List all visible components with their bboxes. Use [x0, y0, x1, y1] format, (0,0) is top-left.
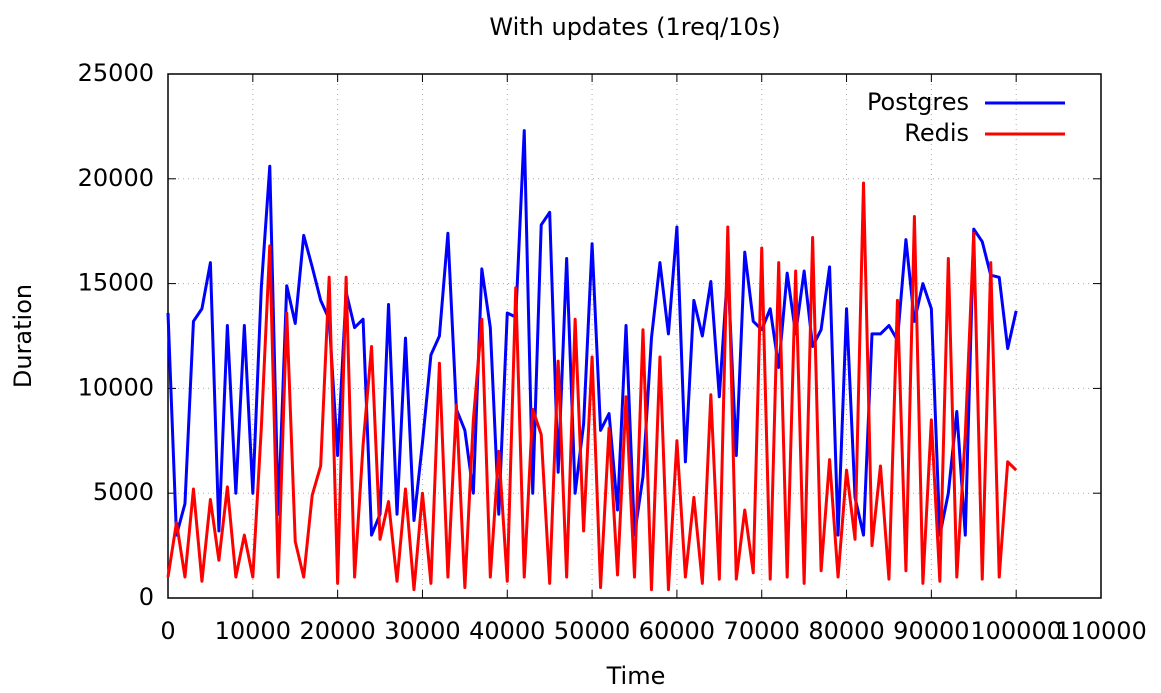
x-tick-label: 40000 [469, 617, 545, 645]
x-tick-label: 50000 [554, 617, 630, 645]
x-tick-label: 60000 [639, 617, 715, 645]
series-line [166, 129, 1018, 537]
x-tick-label: 70000 [724, 617, 800, 645]
x-tick-label: 90000 [893, 617, 969, 645]
x-tick-label: 30000 [384, 617, 460, 645]
x-tick-label: 100000 [970, 617, 1062, 645]
series-line [166, 181, 1018, 592]
x-tick-label: 10000 [215, 617, 291, 645]
y-tick-label: 15000 [78, 269, 154, 297]
y-tick-label: 25000 [78, 59, 154, 87]
x-tick-label: 20000 [299, 617, 375, 645]
legend-label: Redis [904, 119, 969, 147]
chart-title: With updates (1req/10s) [489, 13, 780, 41]
y-tick-label: 20000 [78, 164, 154, 192]
x-axis-label: Time [606, 662, 666, 690]
y-axis-label: Duration [9, 284, 37, 388]
y-tick-label: 5000 [93, 478, 154, 506]
y-tick-label: 0 [139, 583, 154, 611]
legend-label: Postgres [867, 88, 969, 116]
y-tick-label: 10000 [78, 373, 154, 401]
x-tick-label: 80000 [808, 617, 884, 645]
x-tick-label: 0 [160, 617, 175, 645]
x-tick-label: 110000 [1055, 617, 1147, 645]
